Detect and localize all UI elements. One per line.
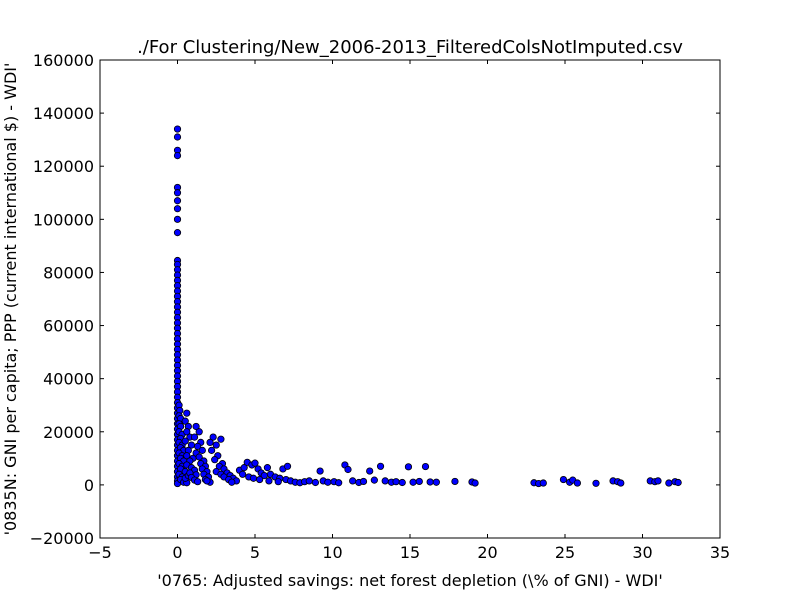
y-tick-label: 40000: [43, 370, 94, 389]
data-point: [305, 477, 313, 485]
data-point: [409, 478, 417, 486]
data-point: [274, 478, 282, 486]
data-point: [173, 229, 182, 237]
data-point: [349, 477, 357, 485]
data-point: [432, 478, 440, 486]
data-point: [181, 417, 189, 425]
data-point: [203, 477, 211, 485]
data-point: [173, 189, 182, 197]
data-point: [181, 437, 189, 445]
data-point: [198, 446, 206, 454]
data-point: [366, 467, 374, 475]
data-point: [183, 428, 191, 436]
data-point: [421, 462, 430, 471]
data-point: [251, 459, 259, 467]
data-point: [674, 478, 682, 487]
x-tick-label: −5: [88, 543, 112, 562]
data-point: [376, 462, 385, 470]
data-point: [212, 441, 220, 449]
scatter-points: [173, 125, 682, 488]
x-tick-label: 15: [400, 543, 420, 562]
x-tick-label: 10: [322, 543, 342, 562]
data-point: [173, 152, 182, 160]
data-point: [404, 463, 413, 471]
data-point: [359, 477, 368, 486]
data-point: [617, 479, 625, 487]
data-point: [573, 479, 582, 487]
data-point: [370, 476, 378, 484]
data-point: [217, 435, 225, 443]
data-point: [654, 477, 662, 485]
data-point: [344, 465, 352, 474]
x-tick-label: 30: [632, 543, 652, 562]
data-point: [194, 442, 202, 450]
data-point: [539, 479, 547, 487]
y-tick-label: 0: [84, 476, 94, 495]
axis-ticks: −5 0 5 10 15 20 25 30 35 −20000 0 20000 40000 60000 80…: [30, 51, 730, 562]
y-tick-label: 20000: [43, 423, 94, 442]
x-tick-label: 35: [710, 543, 730, 562]
data-point: [256, 475, 264, 484]
data-point: [195, 453, 203, 461]
data-point: [451, 477, 459, 486]
data-point: [559, 475, 568, 484]
x-tick-label: 25: [555, 543, 575, 562]
chart-title: ./For Clustering/New_2006-2013_FilteredC…: [137, 37, 683, 58]
data-point: [206, 438, 214, 446]
data-point: [263, 464, 271, 472]
data-point: [173, 125, 182, 133]
data-point: [265, 477, 273, 485]
y-tick-label: 80000: [43, 263, 94, 282]
data-point: [183, 409, 191, 417]
data-point: [316, 467, 324, 475]
data-point: [173, 133, 182, 141]
data-point: [426, 478, 434, 486]
y-tick-label: 160000: [33, 51, 94, 70]
data-point: [194, 478, 202, 486]
data-point: [209, 433, 217, 441]
data-point: [239, 470, 247, 478]
data-point: [228, 478, 236, 486]
x-tick-label: 20: [477, 543, 497, 562]
data-point: [335, 479, 343, 487]
y-tick-label: 100000: [33, 210, 94, 229]
data-point: [183, 452, 191, 460]
data-point: [398, 478, 406, 487]
data-point: [665, 479, 673, 487]
y-axis-label: '0835N: GNI per capita; PPP (current int…: [1, 63, 20, 536]
data-point: [381, 477, 389, 485]
x-tick-label: 5: [250, 543, 260, 562]
data-point: [211, 456, 219, 464]
data-point: [208, 446, 216, 454]
data-point: [311, 478, 320, 487]
data-point: [190, 433, 199, 441]
data-point: [592, 479, 600, 487]
y-tick-label: −20000: [30, 529, 94, 548]
y-tick-label: 120000: [33, 157, 94, 176]
data-point: [173, 197, 182, 205]
data-point: [173, 215, 182, 223]
data-point: [283, 462, 292, 470]
data-point: [192, 422, 200, 431]
y-tick-label: 60000: [43, 317, 94, 336]
data-point: [415, 477, 423, 486]
x-tick-label: 0: [172, 543, 182, 562]
x-axis-label: '0765: Adjusted savings: net forest depl…: [157, 571, 663, 590]
data-point: [392, 478, 400, 486]
data-point: [324, 478, 332, 486]
data-point: [195, 428, 203, 436]
data-point: [173, 205, 182, 213]
y-tick-label: 140000: [33, 104, 94, 123]
data-point: [471, 479, 479, 487]
data-point: [240, 464, 248, 472]
data-point: [249, 474, 258, 482]
